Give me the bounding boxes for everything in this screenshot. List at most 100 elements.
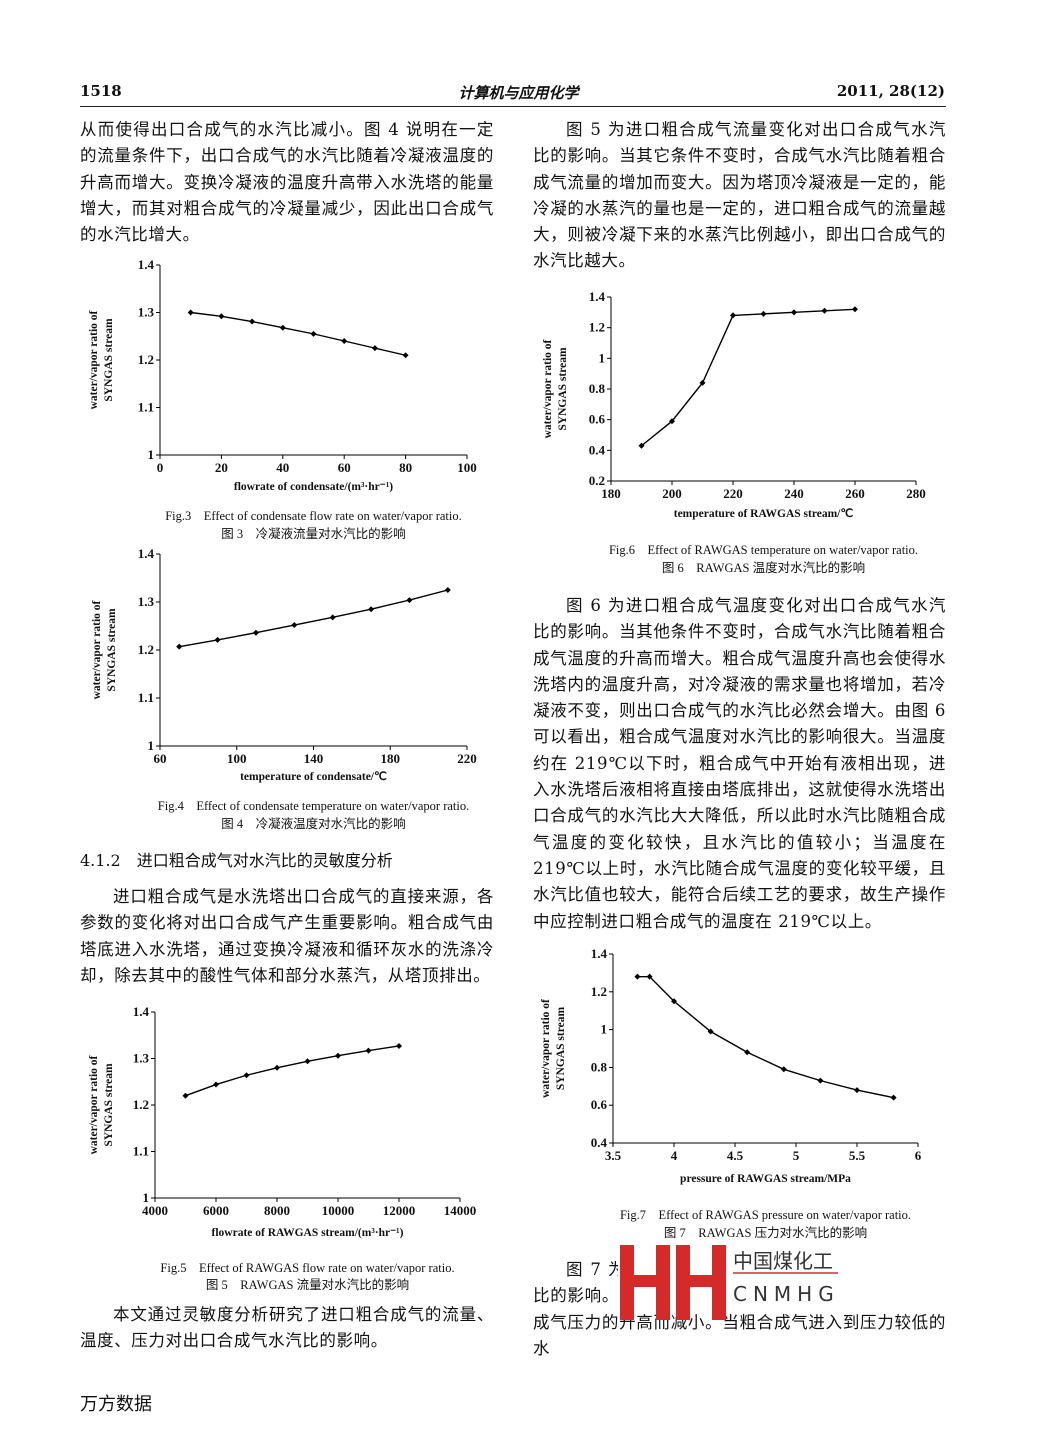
x-tick-label: 4000 xyxy=(142,1203,168,1218)
x-tick-label: 5.5 xyxy=(849,1148,866,1163)
data-point xyxy=(402,352,409,359)
y-tick-label: 1.4 xyxy=(138,257,155,272)
y-tick-label: 1 xyxy=(148,447,155,462)
x-tick-label: 220 xyxy=(723,486,743,501)
x-axis-label: flowrate of condensate/(m³·hr⁻¹) xyxy=(234,481,393,493)
caption-en: Fig.4 Effect of condensate temperature o… xyxy=(158,799,469,813)
data-line xyxy=(641,308,856,447)
y-tick-label: 1 xyxy=(148,738,155,753)
x-axis-label: temperature of RAWGAS stream/℃ xyxy=(674,507,854,520)
data-line xyxy=(190,311,406,356)
data-point xyxy=(371,345,378,352)
data-point xyxy=(368,606,375,613)
data-point xyxy=(176,643,183,650)
data-point xyxy=(396,1042,402,1049)
data-point xyxy=(854,1087,860,1094)
chart: 1 1.1 1.2 1.3 1.4 4000 6000 8000 10000 12000 14000… xyxy=(88,1004,476,1292)
y-tick-label: 0.2 xyxy=(589,473,605,488)
data-point xyxy=(365,1047,372,1054)
y-axis-label: water/vapor ratio of xyxy=(540,999,552,1098)
caption-zh: 图 3 冷凝液流量对水汽比的影响 xyxy=(221,526,405,541)
chart: 0.2 0.4 0.6 0.8 1 1.2 1.4 180 200 220 240 260 280 tem… xyxy=(542,289,926,575)
watermark-code: CNMHG xyxy=(733,1282,840,1306)
caption-zh: 图 6 RAWGAS 温度对水汽比的影响 xyxy=(662,560,865,575)
x-tick-label: 6000 xyxy=(203,1203,229,1218)
data-point xyxy=(817,1077,824,1084)
data-point xyxy=(744,1049,751,1056)
x-tick-label: 100 xyxy=(457,460,477,475)
caption-en: Fig.7 Effect of RAWGAS pressure on water… xyxy=(620,1208,911,1222)
caption-zh: 图 5 RAWGAS 流量对水汽比的影响 xyxy=(206,1277,409,1292)
x-tick-label: 6 xyxy=(915,1148,922,1163)
x-tick-label: 80 xyxy=(399,460,412,475)
x-tick-label: 200 xyxy=(662,486,682,501)
y-tick-label: 1.4 xyxy=(133,1004,150,1019)
data-point xyxy=(182,1092,189,1099)
data-point xyxy=(335,1052,341,1059)
data-point xyxy=(890,1094,897,1101)
paragraph: 图 5 为进口粗合成气流量变化对出口合成气水汽比的影响。当其它条件不变时，合成气… xyxy=(533,120,946,271)
data-point xyxy=(638,442,645,449)
y-tick-label: 1.2 xyxy=(138,642,154,657)
data-point xyxy=(821,307,828,314)
x-axis-label: temperature of condensate/℃ xyxy=(240,770,387,783)
x-tick-label: 260 xyxy=(845,486,865,501)
chart: 1 1.1 1.2 1.3 1.4 0 20 40 60 80 100 flowrate of con… xyxy=(88,257,477,541)
issue: 2011, 28(12) xyxy=(836,82,945,100)
x-tick-label: 40 xyxy=(276,460,289,475)
x-tick-label: 20 xyxy=(215,460,228,475)
x-tick-label: 60 xyxy=(154,751,167,766)
x-tick-label: 140 xyxy=(304,751,324,766)
y-tick-label: 0.4 xyxy=(589,442,606,457)
y-tick-label: 1.3 xyxy=(138,305,155,320)
caption-en: Fig.6 Effect of RAWGAS temperature on wa… xyxy=(609,543,918,557)
x-tick-label: 8000 xyxy=(264,1203,290,1218)
y-tick-label: 0.8 xyxy=(591,1059,608,1074)
x-tick-label: 10000 xyxy=(322,1203,355,1218)
data-line xyxy=(637,975,894,1099)
data-point xyxy=(760,310,767,317)
x-tick-label: 5 xyxy=(793,1148,800,1163)
y-tick-label: 1.2 xyxy=(591,984,607,999)
data-point xyxy=(730,312,736,319)
data-line xyxy=(179,589,448,648)
y-axis-label: water/vapor ratio of xyxy=(88,1055,100,1154)
x-tick-label: 14000 xyxy=(444,1203,477,1218)
data-point xyxy=(214,636,221,643)
y-tick-label: 1.3 xyxy=(133,1051,150,1066)
data-point xyxy=(780,1066,787,1073)
paragraph: 从而使得出口合成气的水汽比减小。图 4 说明在一定的流量条件下，出口合成气的水汽… xyxy=(80,120,494,245)
y-tick-label: 1.4 xyxy=(138,546,155,561)
y-tick-label: 0.6 xyxy=(591,1097,608,1112)
y-tick-label: 1.2 xyxy=(133,1097,149,1112)
data-point xyxy=(707,1028,714,1035)
y-axis-label: water/vapor ratio of xyxy=(91,600,103,699)
data-point xyxy=(341,338,348,344)
caption-zh: 图 7 RAWGAS 压力对水汽比的影响 xyxy=(664,1225,867,1240)
data-point xyxy=(213,1081,219,1088)
data-point xyxy=(249,318,256,325)
watermark: 中国煤化工 CNMHG xyxy=(618,1240,948,1320)
data-point xyxy=(406,597,413,604)
y-tick-label: 1.4 xyxy=(591,946,608,961)
data-point xyxy=(671,998,677,1005)
y-axis-label: water/vapor ratio of xyxy=(542,339,554,438)
y-tick-label: 0.8 xyxy=(589,381,606,396)
data-point xyxy=(669,418,675,425)
y-tick-label: 1.2 xyxy=(138,352,154,367)
data-point xyxy=(187,309,194,316)
y-tick-label: 0.4 xyxy=(591,1135,608,1150)
data-point xyxy=(310,330,317,337)
data-point xyxy=(291,622,298,629)
data-point xyxy=(699,379,706,386)
y-tick-label: 1.1 xyxy=(138,690,154,705)
watermark-name: 中国煤化工 xyxy=(733,1249,833,1273)
y-tick-label: 1.3 xyxy=(138,594,155,609)
logo xyxy=(676,1245,726,1320)
y-tick-label: 1 xyxy=(601,1022,608,1037)
page-number: 1518 xyxy=(80,82,122,100)
y-axis-label: SYNGAS stream xyxy=(557,347,569,431)
x-tick-label: 240 xyxy=(784,486,804,501)
x-tick-label: 180 xyxy=(381,751,401,766)
